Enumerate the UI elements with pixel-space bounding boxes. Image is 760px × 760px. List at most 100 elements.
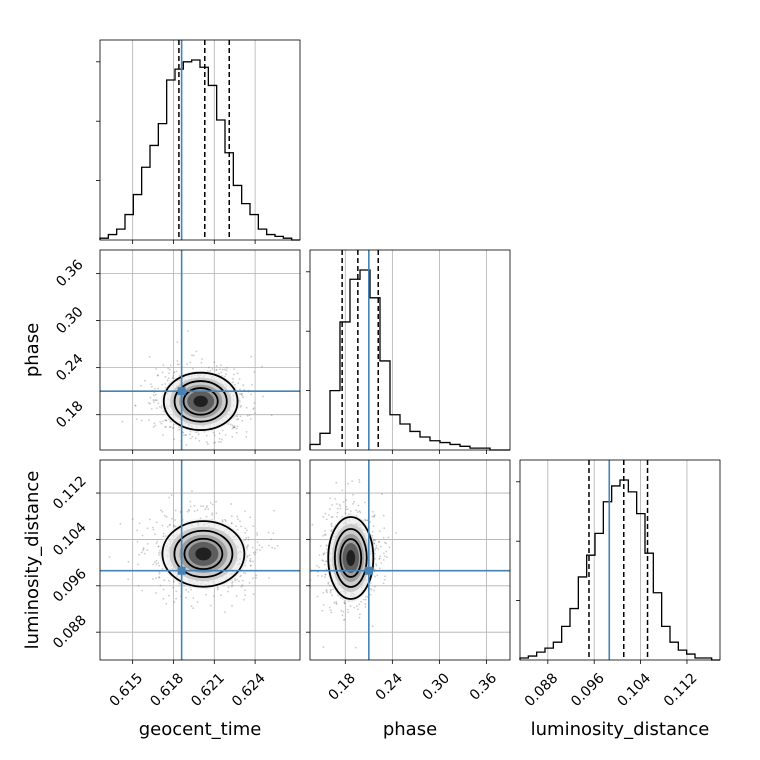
sample-point	[157, 562, 160, 564]
contour-line	[339, 538, 363, 578]
sample-point	[213, 442, 215, 444]
sample-point	[165, 515, 168, 518]
sample-point	[226, 366, 229, 369]
sample-point	[238, 580, 240, 583]
sample-point	[322, 604, 325, 606]
sample-point	[152, 426, 155, 428]
sample-point	[229, 423, 232, 426]
sample-point	[366, 519, 369, 522]
sample-point	[168, 368, 171, 371]
sample-point	[215, 512, 218, 515]
sample-point	[214, 441, 217, 444]
sample-point	[371, 510, 374, 513]
sample-point	[173, 601, 176, 603]
sample-point	[158, 576, 160, 579]
sample-point	[246, 414, 249, 417]
sample-point	[239, 575, 241, 578]
sample-point	[173, 371, 176, 373]
sample-point	[224, 520, 227, 522]
sample-point	[147, 402, 150, 404]
sample-point	[249, 418, 252, 420]
sample-point	[339, 505, 342, 507]
sample-point	[261, 546, 263, 549]
sample-point	[169, 364, 172, 367]
sample-point	[185, 434, 188, 436]
gridlines	[547, 460, 688, 660]
sample-point	[185, 588, 188, 591]
sample-point	[252, 525, 255, 527]
sample-point	[215, 365, 218, 367]
sample-point	[136, 529, 138, 532]
sample-point	[172, 524, 175, 527]
sample-point	[152, 394, 155, 397]
sample-point	[239, 388, 241, 391]
sample-point	[329, 591, 332, 594]
sample-point	[209, 502, 212, 504]
sample-point	[326, 518, 328, 521]
sample-point	[155, 592, 157, 594]
sample-point	[270, 538, 273, 541]
sample-point	[175, 590, 178, 593]
sample-point	[172, 427, 175, 429]
sample-point	[243, 598, 246, 601]
sample-point	[340, 609, 343, 612]
sample-point	[324, 533, 327, 536]
sample-point	[218, 432, 221, 435]
sample-point	[192, 367, 194, 370]
sample-point	[169, 426, 171, 429]
sample-point	[373, 515, 376, 517]
injection-marker	[364, 566, 373, 575]
sample-point	[205, 515, 208, 518]
sample-point	[207, 508, 210, 511]
sample-point	[230, 522, 233, 525]
sample-point	[164, 419, 167, 421]
sample-point	[384, 541, 386, 544]
sample-point	[327, 582, 330, 585]
sample-point	[189, 505, 192, 508]
sample-point	[140, 384, 143, 387]
sample-point	[236, 372, 239, 375]
sample-point	[252, 408, 255, 411]
sample-point	[146, 549, 149, 551]
sample-point	[270, 414, 273, 417]
sample-point	[142, 548, 145, 550]
sample-point	[211, 368, 214, 370]
sample-point	[236, 515, 239, 518]
sample-point	[371, 625, 374, 628]
sample-point	[246, 545, 249, 548]
sample-point	[156, 374, 159, 377]
sample-point	[324, 533, 326, 536]
sample-point	[190, 588, 193, 591]
sample-point	[142, 549, 144, 552]
y-tick-label: 0.18	[53, 398, 86, 431]
sample-point	[359, 613, 361, 615]
sample-point	[182, 431, 185, 434]
sample-point	[227, 590, 229, 593]
sample-point	[330, 611, 333, 614]
contour-line	[173, 380, 228, 423]
sample-point	[164, 383, 167, 385]
sample-point	[190, 458, 192, 460]
sample-point	[243, 572, 245, 574]
sample-point	[225, 369, 228, 372]
sample-point	[165, 426, 167, 428]
sample-point	[216, 587, 219, 589]
sample-point	[358, 603, 360, 606]
sample-point	[196, 509, 199, 511]
sample-point	[345, 505, 348, 508]
sample-point	[380, 562, 383, 564]
y-tick-label: 0.36	[53, 257, 86, 290]
sample-point	[188, 433, 191, 436]
sample-point	[336, 516, 338, 518]
sample-point	[374, 575, 376, 578]
sample-point	[161, 420, 164, 423]
sample-point	[161, 510, 164, 513]
sample-point	[338, 503, 341, 506]
sample-point	[323, 552, 326, 554]
sample-point	[236, 418, 238, 421]
sample-point	[140, 551, 143, 554]
sample-point	[373, 539, 376, 542]
sample-point	[172, 586, 175, 589]
sample-point	[195, 350, 198, 353]
sample-point	[240, 574, 242, 577]
